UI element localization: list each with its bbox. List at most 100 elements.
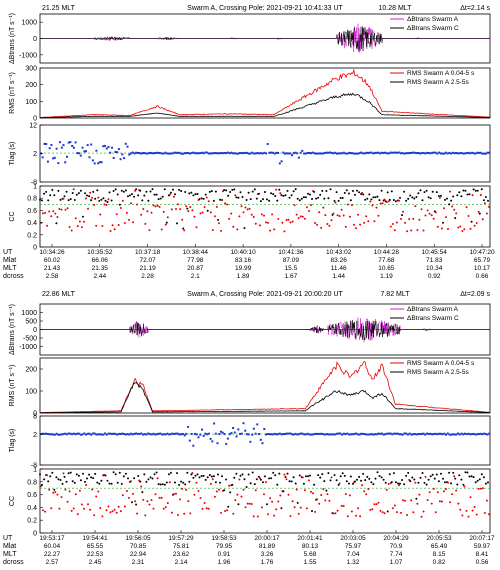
tlag-point bbox=[384, 433, 387, 436]
cc-point-black bbox=[245, 486, 248, 488]
tlag-point bbox=[124, 433, 127, 436]
tick-ut: 10:45:54 bbox=[422, 249, 448, 256]
cc-point-black bbox=[245, 199, 248, 201]
cc-point-red bbox=[97, 490, 100, 493]
tick-ut: 10:35:52 bbox=[87, 249, 113, 256]
cc-point-red bbox=[246, 502, 249, 505]
tlag-point bbox=[339, 432, 342, 435]
cc-point-black bbox=[176, 472, 178, 475]
tlag-point bbox=[277, 433, 280, 436]
cc-point-red bbox=[369, 508, 372, 511]
cc-point-red bbox=[391, 223, 394, 225]
tlag-point bbox=[201, 428, 203, 431]
tick-mlat: 79.95 bbox=[216, 543, 233, 550]
cc-point-black bbox=[239, 474, 242, 477]
cc-point-black bbox=[102, 197, 105, 200]
rms-panel-frame bbox=[39, 357, 491, 414]
cc-point-red bbox=[416, 502, 419, 505]
cc-point-red bbox=[185, 488, 188, 491]
cc-point-red bbox=[443, 207, 445, 210]
rms-ytick-label: 100 bbox=[25, 389, 37, 396]
tlag-point bbox=[223, 152, 226, 154]
cc-point-black bbox=[274, 474, 277, 477]
tlag-point bbox=[166, 152, 169, 155]
cc-point-black bbox=[370, 481, 373, 484]
cc-point-black bbox=[462, 483, 465, 486]
cc-point-red bbox=[340, 504, 343, 507]
tlag-point bbox=[46, 160, 49, 163]
cc-point-red bbox=[232, 225, 235, 228]
tlag-point bbox=[451, 433, 454, 436]
tlag-point bbox=[40, 433, 42, 435]
cc-point-red bbox=[44, 211, 47, 214]
cc-point-red bbox=[209, 482, 212, 485]
cc-point-black bbox=[431, 190, 434, 193]
cc-point-red bbox=[195, 481, 198, 484]
cc-point-red bbox=[140, 485, 143, 488]
tlag-point bbox=[128, 433, 131, 436]
cc-point-black bbox=[456, 194, 459, 197]
tlag-point bbox=[413, 151, 416, 154]
cc-point-red bbox=[393, 229, 396, 232]
cc-point-red bbox=[340, 208, 343, 211]
cc-point-red bbox=[443, 490, 445, 493]
tick-mlat: 75.81 bbox=[173, 543, 190, 550]
cc-point-red bbox=[187, 210, 190, 213]
cc-point-red bbox=[193, 493, 196, 496]
cc-point-red bbox=[383, 198, 386, 201]
cc-point-red bbox=[125, 490, 128, 492]
tlag-point bbox=[76, 152, 79, 155]
tlag-point bbox=[292, 433, 295, 436]
cc-point-black bbox=[198, 198, 201, 201]
tlag-point bbox=[481, 433, 484, 436]
cc-point-black bbox=[120, 482, 123, 485]
tlag-point bbox=[403, 432, 406, 435]
cc-point-black bbox=[462, 189, 465, 192]
tlag-point bbox=[349, 152, 352, 155]
tlag-point bbox=[311, 433, 314, 436]
cc-point-red bbox=[308, 210, 310, 212]
cc-point-red bbox=[150, 499, 153, 502]
cc-point-red bbox=[404, 499, 407, 502]
cc-point-black bbox=[49, 194, 52, 197]
cc-point-red bbox=[193, 215, 196, 218]
tlag-point bbox=[361, 152, 364, 155]
tlag-point bbox=[296, 152, 299, 155]
tlag-point bbox=[147, 432, 150, 435]
cc-point-red bbox=[248, 502, 251, 505]
tick-dcross: 1.44 bbox=[332, 273, 345, 280]
tick-ut: 20:05:53 bbox=[426, 535, 452, 542]
tlag-point bbox=[355, 152, 357, 155]
cc-point-black bbox=[442, 477, 444, 480]
cc-point-black bbox=[182, 481, 185, 484]
tlag-point bbox=[190, 433, 193, 435]
cc-point-black bbox=[221, 199, 223, 201]
cc-point-black bbox=[380, 476, 383, 479]
cc-point-red bbox=[350, 204, 353, 207]
tlag-point bbox=[100, 433, 103, 436]
tick-dcross: 2.45 bbox=[89, 559, 102, 566]
cc-point-red bbox=[422, 229, 425, 232]
tlag-point bbox=[441, 433, 444, 436]
tlag-point bbox=[353, 433, 356, 436]
tlag-ytick-label: -8 bbox=[31, 180, 37, 187]
tlag-point bbox=[95, 433, 98, 436]
cc-point-red bbox=[250, 503, 253, 505]
cc-point-red bbox=[72, 507, 75, 510]
cc-point-red bbox=[365, 215, 368, 218]
cc-point-black bbox=[192, 194, 195, 197]
cc-point-black bbox=[92, 190, 95, 193]
cc-point-red bbox=[344, 493, 347, 495]
tlag-point bbox=[168, 152, 171, 155]
cc-point-red bbox=[68, 490, 71, 493]
cc-point-black bbox=[421, 472, 424, 474]
tlag-point bbox=[408, 432, 411, 435]
cc-point-black bbox=[288, 480, 291, 483]
cc-point-black bbox=[122, 190, 125, 193]
cc-point-red bbox=[260, 506, 263, 509]
tlag-point bbox=[304, 433, 307, 436]
cc-point-red bbox=[451, 205, 454, 208]
tlag-point bbox=[197, 436, 200, 439]
cc-point-black bbox=[210, 190, 213, 193]
cc-point-black bbox=[444, 198, 446, 201]
